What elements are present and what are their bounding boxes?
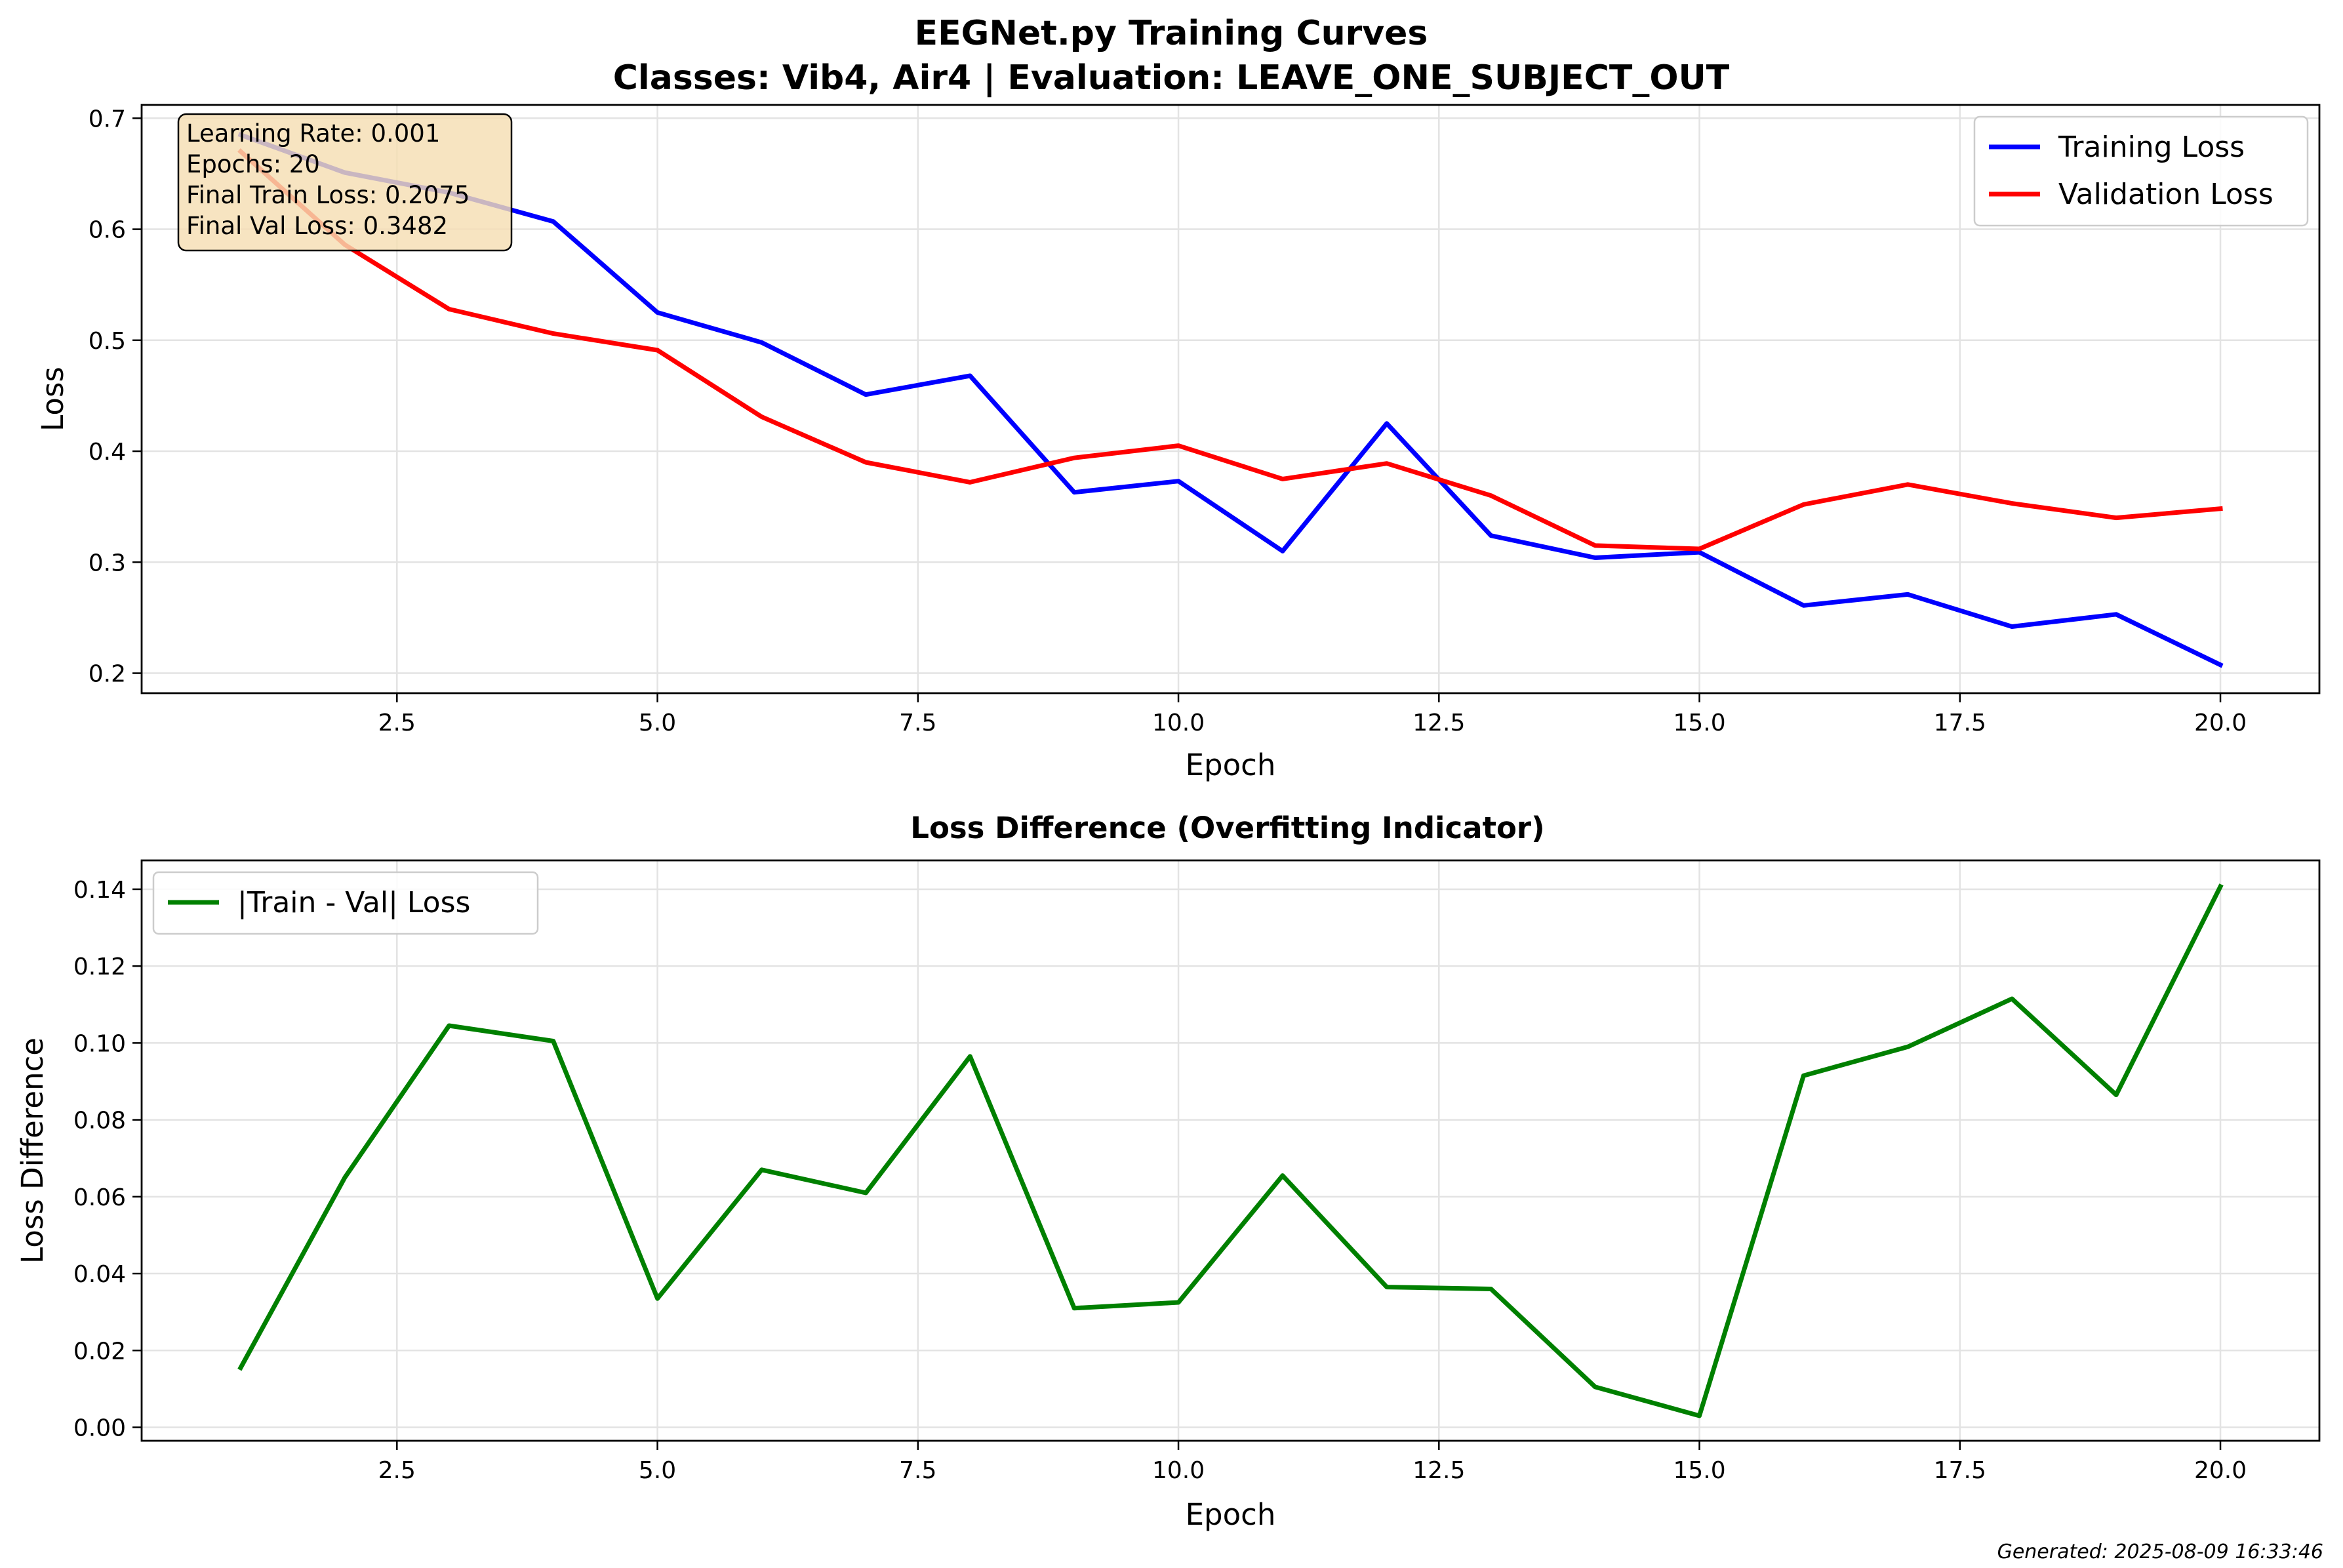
x-tick-label: 2.5 (378, 1457, 416, 1484)
y-tick-label: 0.04 (73, 1261, 126, 1288)
info-box-line: Learning Rate: 0.001 (186, 119, 440, 148)
x-tick-label: 15.0 (1673, 710, 1725, 736)
y-tick-label: 0.3 (89, 550, 126, 576)
x-tick-label: 12.5 (1412, 710, 1465, 736)
y-tick-label: 0.02 (73, 1338, 126, 1365)
info-box-line: Final Val Loss: 0.3482 (186, 212, 448, 240)
generated-footer: Generated: 2025-08-09 16:33:46 (1997, 1540, 2323, 1563)
y-tick-label: 0.2 (89, 661, 126, 688)
y-axis-label: Loss (35, 367, 70, 432)
x-tick-label: 15.0 (1673, 1457, 1725, 1484)
x-tick-label: 7.5 (899, 1457, 936, 1484)
x-axis-label: Epoch (1186, 1497, 1276, 1532)
x-tick-label: 20.0 (2194, 710, 2247, 736)
x-tick-label: 5.0 (639, 1457, 676, 1484)
y-tick-label: 0.06 (73, 1184, 126, 1211)
subplot2-title: Loss Difference (Overfitting Indicator) (910, 811, 1544, 845)
x-tick-label: 10.0 (1152, 710, 1205, 736)
x-tick-label: 20.0 (2194, 1457, 2247, 1484)
plot-frame (140, 104, 2321, 694)
x-tick-label: 10.0 (1152, 1457, 1205, 1484)
x-tick-label: 2.5 (378, 710, 416, 736)
info-box-background (177, 113, 513, 252)
y-tick-label: 0.5 (89, 328, 126, 355)
bottom-difference-plot: 2.5 5.0 7.5 10.0 12.5 15.0 17.5 20.0 0.00 0.02 0.0… (15, 859, 2321, 1532)
y-tick-label: 0.7 (89, 106, 126, 132)
x-tick-label: 5.0 (639, 710, 676, 736)
legend: Training Loss Validation Loss (1973, 115, 2309, 227)
legend-entry: |Train - Val| Loss (237, 886, 470, 919)
x-tick-label: 17.5 (1934, 710, 1986, 736)
figure-title-line2: Classes: Vib4, Air4 | Evaluation: LEAVE_… (613, 58, 1730, 98)
info-box-line: Final Train Loss: 0.2075 (186, 181, 470, 209)
legend: |Train - Val| Loss (152, 871, 539, 935)
y-axis-label: Loss Difference (15, 1037, 50, 1264)
x-tick-label: 12.5 (1412, 1457, 1465, 1484)
y-tick-label: 0.6 (89, 217, 126, 244)
legend-entry: Training Loss (2058, 131, 2245, 164)
figure-title-line1: EEGNet.py Training Curves (915, 14, 1428, 53)
series-line-validation-loss (237, 148, 2223, 552)
y-tick-label: 0.00 (73, 1415, 126, 1441)
info-box-line: Epochs: 20 (186, 150, 320, 178)
y-tick-label: 0.08 (73, 1108, 126, 1135)
y-tick-label: 0.10 (73, 1030, 126, 1057)
legend-box (1973, 115, 2309, 227)
legend-box (152, 871, 539, 935)
y-tick-label: 0.14 (73, 877, 126, 904)
top-loss-plot: 2.5 5.0 7.5 10.0 12.5 15.0 17.5 20.0 0.2 0.3 0.4 0.… (35, 104, 2321, 782)
x-tick-label: 7.5 (899, 710, 936, 736)
series-line-training-loss (237, 132, 2224, 668)
x-tick-label: 17.5 (1934, 1457, 1986, 1484)
x-axis-label: Epoch (1186, 748, 1276, 782)
y-tick-label: 0.4 (89, 439, 126, 466)
series-line-train-val-loss (237, 883, 2224, 1418)
y-tick-label: 0.12 (73, 954, 126, 980)
plot-frame (140, 859, 2321, 1442)
legend-entry: Validation Loss (2058, 178, 2273, 211)
